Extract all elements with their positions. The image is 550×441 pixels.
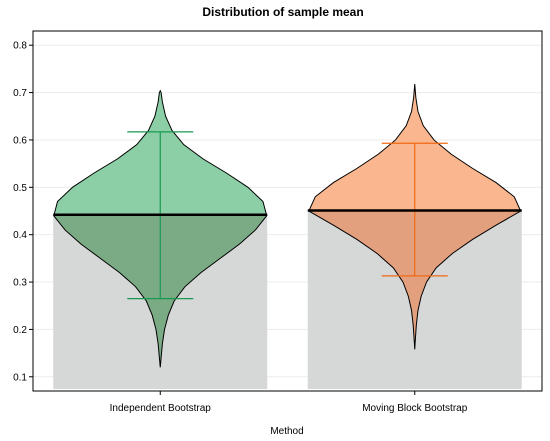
violins <box>53 84 522 368</box>
x-axis-label: Method <box>270 426 303 437</box>
x-tick-label: Independent Bootstrap <box>110 403 212 414</box>
violin-outline <box>308 84 522 350</box>
x-tick-label: Moving Block Bootstrap <box>362 403 467 414</box>
y-tick-label: 0.1 <box>13 372 27 383</box>
chart-title: Distribution of sample mean <box>202 5 363 19</box>
y-tick-label: 0.5 <box>13 183 27 194</box>
violin-outline <box>53 89 268 368</box>
y-tick-label: 0.8 <box>13 41 27 52</box>
y-tick-label: 0.7 <box>13 88 27 99</box>
x-axis: Independent Bootstrap Moving Block Bootst… <box>110 391 468 414</box>
violin-lower-half <box>308 210 521 350</box>
y-tick-label: 0.6 <box>13 135 27 146</box>
y-axis: 0.1 0.2 0.3 0.4 0.5 0.6 0.7 0.8 <box>13 41 33 383</box>
y-tick-label: 0.3 <box>13 278 27 289</box>
y-tick-label: 0.2 <box>13 325 27 336</box>
plot-frame <box>32 30 543 392</box>
y-tick-label: 0.4 <box>13 230 27 241</box>
